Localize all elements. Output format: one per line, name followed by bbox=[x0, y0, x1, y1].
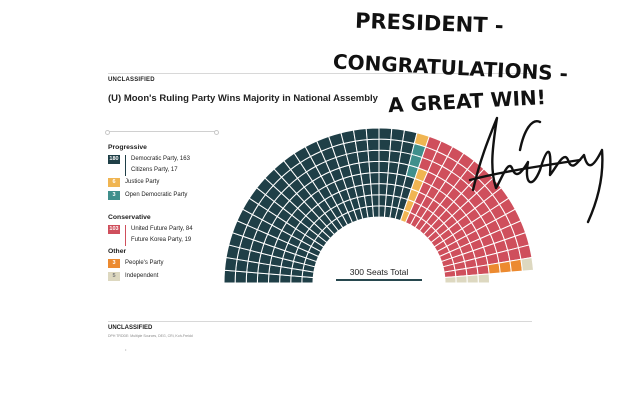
handwriting-line-2: CONGRATULATIONS - bbox=[332, 49, 568, 85]
handwriting-line-3: A GREAT WIN! bbox=[388, 85, 547, 117]
legend-democratic-party: Democratic Party, 163 bbox=[131, 156, 190, 162]
legend-heading-progressive: Progressive bbox=[108, 144, 147, 151]
legend-united-future-party: United Future Party, 84 bbox=[131, 226, 193, 232]
legend-conservative-total: 103 bbox=[108, 225, 120, 234]
seat-mark bbox=[520, 256, 535, 272]
signature bbox=[468, 116, 604, 224]
legend-peoples-party: People's Party bbox=[125, 260, 164, 266]
classification-bottom: UNCLASSIFIED bbox=[108, 325, 153, 331]
legend-open-democratic-party: Open Democratic Party bbox=[125, 192, 188, 198]
legend-divider bbox=[105, 130, 219, 135]
bottom-rule bbox=[108, 321, 532, 322]
legend-conservative-bar bbox=[125, 225, 126, 246]
legend-heading-conservative: Conservative bbox=[108, 214, 151, 221]
legend-independent: Independent bbox=[125, 273, 159, 279]
footer-mark: • bbox=[125, 347, 127, 352]
legend-open-count: 3 bbox=[108, 191, 120, 200]
legend-independent-count: 5 bbox=[108, 272, 120, 281]
chart-title: (U) Moon's Ruling Party Wins Majority in… bbox=[108, 93, 378, 104]
handwriting-line-1: PRESIDENT - bbox=[355, 9, 504, 38]
top-rule bbox=[108, 73, 532, 74]
legend-justice-party: Justice Party bbox=[125, 179, 160, 185]
legend-heading-other: Other bbox=[108, 248, 127, 255]
legend-progressive-bar bbox=[125, 155, 126, 176]
legend-progressive-total: 180 bbox=[108, 155, 120, 164]
legend-justice-count: 6 bbox=[108, 178, 120, 187]
seats-total-underline bbox=[336, 279, 422, 281]
seats-total-label: 300 Seats Total bbox=[349, 267, 409, 277]
seat-mark bbox=[477, 273, 491, 284]
source-note: DPH TRDDE: Multiple Sources, DEG, CRi, K… bbox=[108, 334, 193, 338]
legend-future-korea-party: Future Korea Party, 19 bbox=[131, 237, 192, 243]
legend-citizens-party: Citizens Party, 17 bbox=[131, 167, 178, 173]
classification-top: UNCLASSIFIED bbox=[108, 77, 155, 83]
legend-peoples-count: 3 bbox=[108, 259, 120, 268]
